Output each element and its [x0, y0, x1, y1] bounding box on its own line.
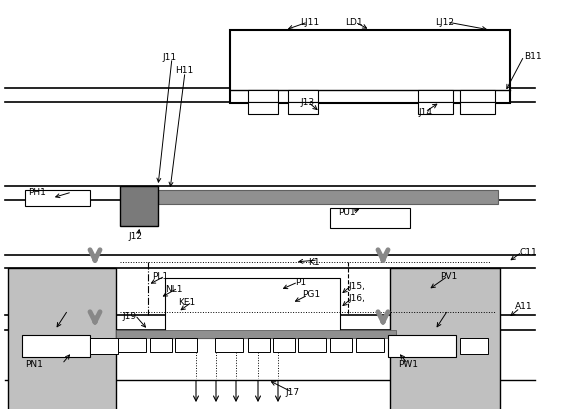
- Text: PN1: PN1: [25, 360, 43, 369]
- Bar: [418, 90, 453, 102]
- Text: PL1: PL1: [152, 272, 168, 281]
- Bar: [460, 90, 495, 102]
- Bar: [25, 190, 90, 206]
- Bar: [288, 90, 318, 102]
- Text: LJ12: LJ12: [435, 18, 454, 27]
- Bar: [390, 268, 500, 409]
- Text: PU1: PU1: [338, 208, 356, 217]
- Text: KE1: KE1: [178, 298, 196, 307]
- Bar: [356, 338, 384, 352]
- Text: PW1: PW1: [398, 360, 418, 369]
- Bar: [138, 190, 498, 204]
- Bar: [418, 102, 453, 114]
- Text: NL1: NL1: [165, 285, 182, 294]
- Bar: [330, 338, 352, 352]
- Text: J12: J12: [128, 232, 142, 241]
- Bar: [116, 330, 396, 338]
- Bar: [175, 338, 197, 352]
- Text: LD1: LD1: [345, 18, 363, 27]
- Text: J19: J19: [122, 312, 136, 321]
- Bar: [388, 335, 456, 357]
- Bar: [90, 338, 118, 354]
- Bar: [230, 30, 510, 103]
- Text: J11: J11: [162, 53, 176, 62]
- Bar: [460, 338, 488, 354]
- Bar: [248, 102, 278, 114]
- Text: PH1: PH1: [28, 188, 46, 197]
- Bar: [298, 338, 326, 352]
- Text: C11: C11: [520, 248, 538, 257]
- Bar: [8, 268, 116, 409]
- Text: J17: J17: [285, 388, 299, 397]
- Text: A11: A11: [515, 302, 532, 311]
- Text: H11: H11: [175, 66, 193, 75]
- Text: J14: J14: [418, 108, 432, 117]
- Bar: [165, 278, 340, 338]
- Text: J15,: J15,: [348, 282, 365, 291]
- Bar: [273, 338, 295, 352]
- Text: K1: K1: [308, 258, 320, 267]
- Bar: [330, 208, 410, 228]
- Bar: [118, 338, 146, 352]
- Text: J13: J13: [300, 98, 314, 107]
- Bar: [22, 335, 90, 357]
- Bar: [120, 186, 158, 226]
- Text: LJ11: LJ11: [300, 18, 319, 27]
- Bar: [460, 102, 495, 114]
- Text: B11: B11: [524, 52, 542, 61]
- Bar: [248, 90, 278, 102]
- Bar: [215, 338, 243, 352]
- Text: PV1: PV1: [440, 272, 457, 281]
- Bar: [248, 338, 270, 352]
- Text: J16,: J16,: [348, 294, 365, 303]
- Bar: [288, 102, 318, 114]
- Text: P1: P1: [295, 278, 306, 287]
- Bar: [150, 338, 172, 352]
- Text: PG1: PG1: [302, 290, 320, 299]
